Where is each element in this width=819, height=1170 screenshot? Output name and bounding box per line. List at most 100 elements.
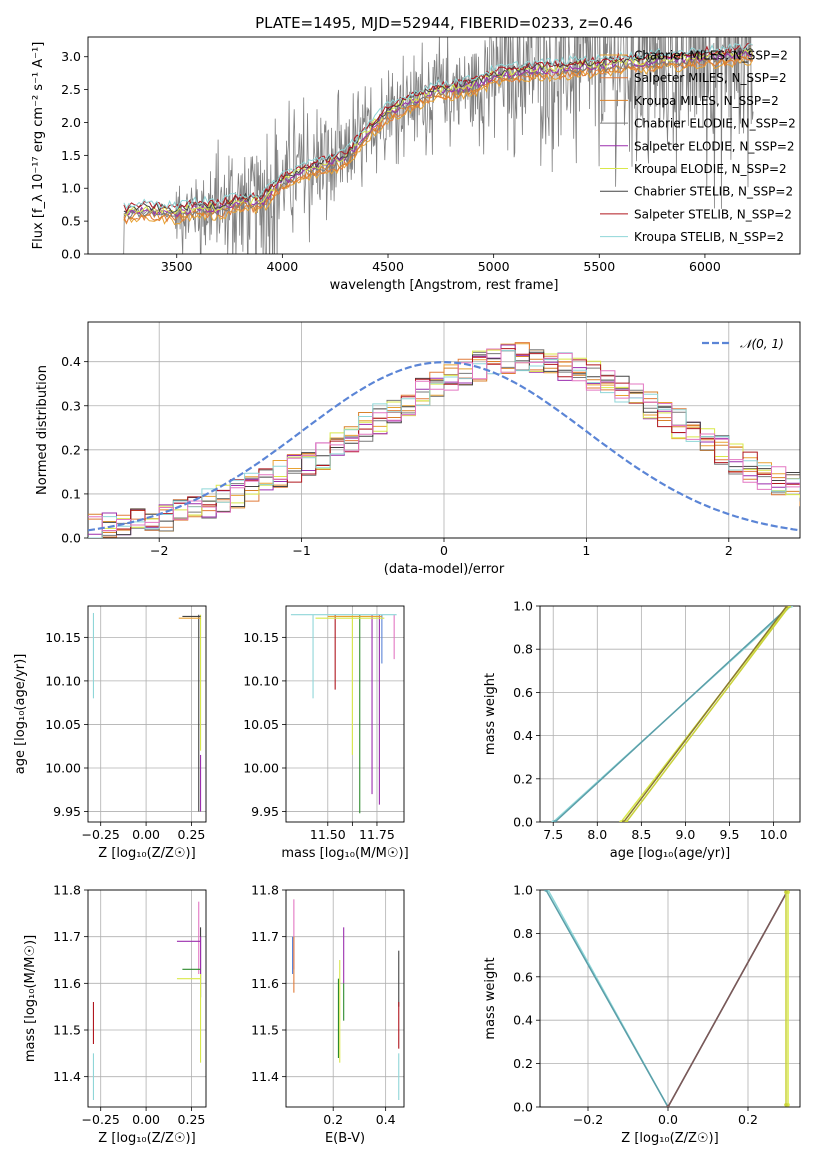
y-tick-label: 0.2 xyxy=(513,771,533,786)
y-tick-label: 10.05 xyxy=(45,717,81,732)
axes-frame xyxy=(285,889,405,1108)
weight-point xyxy=(784,1103,788,1107)
x-tick-label: −0.25 xyxy=(82,827,120,842)
x-tick-label: 7.5 xyxy=(543,827,563,842)
x-tick-label: 0.2 xyxy=(738,1112,758,1127)
legend-label: Kroupa ELODIE, N_SSP=2 xyxy=(634,162,787,176)
y-tick-label: 10.10 xyxy=(243,673,279,688)
y-axis-label: mass weight xyxy=(483,673,498,755)
axes-frame xyxy=(87,36,801,255)
y-tick-label: 0.5 xyxy=(61,214,81,229)
y-tick-label: 0.4 xyxy=(61,354,81,369)
y-tick-label: 11.7 xyxy=(53,929,81,944)
x-tick-label: 8.0 xyxy=(587,827,607,842)
y-tick-label: 10.05 xyxy=(243,717,279,732)
y-tick-label: 1.0 xyxy=(513,883,533,898)
histogram-lines xyxy=(88,342,800,538)
legend-label: Kroupa MILES, N_SSP=2 xyxy=(634,94,779,108)
y-tick-label: 1.0 xyxy=(513,599,533,614)
weight-lines xyxy=(544,890,790,1107)
y-tick-label: 0.4 xyxy=(513,728,533,743)
legend-label: Salpeter MILES, N_SSP=2 xyxy=(634,71,787,85)
weight-point xyxy=(621,820,626,822)
error-bars xyxy=(290,614,397,814)
x-axis-label: Z [log₁₀(Z/Z☉)] xyxy=(98,1131,195,1146)
y-tick-label: 1.0 xyxy=(61,181,81,196)
axes-frame xyxy=(539,605,801,823)
x-tick-label: 2 xyxy=(725,543,733,558)
gaussian-curve xyxy=(88,360,800,532)
x-tick-label: 0.25 xyxy=(178,1112,206,1127)
mass-vs-ebv-panel: 0.2 0.4 11.4 11.5 11.6 11.7 11.8 E(B-V) xyxy=(251,883,405,1146)
y-tick-label: 2.0 xyxy=(61,115,81,130)
y-axis-label: Flux [f_λ 10⁻¹⁷ erg cm⁻² s⁻¹ A⁻¹] xyxy=(31,42,46,250)
y-tick-label: 10.15 xyxy=(45,630,81,645)
histogram-step xyxy=(88,350,800,538)
y-tick-label: 0.1 xyxy=(61,486,81,501)
y-tick-label: 11.5 xyxy=(53,1023,81,1038)
x-axis-label: mass [log₁₀(M/M☉)] xyxy=(281,846,408,861)
axes-frame xyxy=(285,605,405,823)
y-tick-label: 0.8 xyxy=(513,926,533,941)
axes-frame xyxy=(87,889,207,1108)
x-axis-label: age [log₁₀(age/yr)] xyxy=(610,846,731,861)
y-tick-label: 11.8 xyxy=(53,883,81,898)
y-tick-label: 11.6 xyxy=(251,976,279,991)
histogram-step xyxy=(88,348,800,532)
error-bars xyxy=(292,899,400,1100)
age-vs-Z-panel: −0.25 0.00 0.25 9.95 10.00 10.05 10.10 10.15 Z [… xyxy=(13,605,207,861)
spectrum-panel: 3500 4000 4500 5000 5500 6000 0.0 0.5 1.0 1.5 2.0 2… xyxy=(31,36,801,293)
y-tick-label: 0.4 xyxy=(513,1013,533,1028)
x-tick-label: 0.0 xyxy=(658,1112,678,1127)
y-tick-label: 11.4 xyxy=(251,1069,279,1084)
y-tick-label: 0.0 xyxy=(61,247,81,262)
y-tick-label: 0.2 xyxy=(61,442,81,457)
massweight-vs-Z-panel: −0.2 0.0 0.2 0.0 0.2 0.4 0.6 0.8 1.0 Z [log₁₀(Z/Z… xyxy=(483,883,801,1146)
x-axis-label: E(B-V) xyxy=(325,1131,365,1146)
legend-label: Chabrier ELODIE, N_SSP=2 xyxy=(634,117,796,131)
weight-point xyxy=(666,1105,670,1107)
x-tick-label: 0.4 xyxy=(376,1112,396,1127)
model-spectrum-line xyxy=(123,43,753,213)
y-tick-label: 0.0 xyxy=(513,1100,533,1115)
y-axis-label: mass weight xyxy=(483,957,498,1039)
legend-label: 𝒩(0, 1) xyxy=(740,337,784,351)
x-tick-label: 5500 xyxy=(583,259,615,274)
mass-vs-Z-panel: −0.25 0.00 0.25 11.4 11.5 11.6 11.7 11.8 Z [log₁… xyxy=(23,883,207,1146)
weight-line xyxy=(667,890,789,1107)
error-bars xyxy=(92,612,202,812)
x-tick-label: 1 xyxy=(582,543,590,558)
y-tick-label: 3.0 xyxy=(61,49,81,64)
y-tick-label: 10.10 xyxy=(45,673,81,688)
y-axis-label: age [log₁₀(age/yr)] xyxy=(13,654,28,775)
weight-line xyxy=(625,606,790,822)
y-axis-label: mass [log₁₀(M/M☉)] xyxy=(23,935,38,1062)
x-tick-label: 6000 xyxy=(689,259,721,274)
weight-point xyxy=(544,890,548,892)
weight-point xyxy=(784,890,788,894)
x-tick-label: 0.00 xyxy=(132,1112,160,1127)
y-tick-label: 0.0 xyxy=(513,815,533,830)
weight-line xyxy=(623,606,788,822)
legend-label: Salpeter STELIB, N_SSP=2 xyxy=(634,207,792,221)
error-bars xyxy=(92,901,202,1100)
x-tick-label: 4500 xyxy=(372,259,404,274)
x-tick-label: 0.25 xyxy=(178,827,206,842)
y-tick-label: 9.95 xyxy=(251,804,279,819)
y-tick-label: 0.2 xyxy=(513,1056,533,1071)
y-tick-label: 1.5 xyxy=(61,148,81,163)
axes-frame xyxy=(87,605,207,823)
weight-point xyxy=(787,606,792,608)
y-tick-label: 11.5 xyxy=(251,1023,279,1038)
y-tick-label: 0.6 xyxy=(513,969,533,984)
weight-lines xyxy=(551,606,793,822)
x-tick-label: 4000 xyxy=(266,259,298,274)
histogram-step xyxy=(88,356,800,533)
axes-frame xyxy=(87,321,801,539)
y-tick-label: 10.00 xyxy=(243,761,279,776)
residuals-panel: −2 −1 0 1 2 0.0 0.1 0.2 0.3 0.4 (data-model)/error… xyxy=(35,321,801,577)
x-tick-label: 11.75 xyxy=(359,827,395,842)
x-tick-label: −1 xyxy=(292,543,310,558)
axes-frame xyxy=(539,889,801,1108)
